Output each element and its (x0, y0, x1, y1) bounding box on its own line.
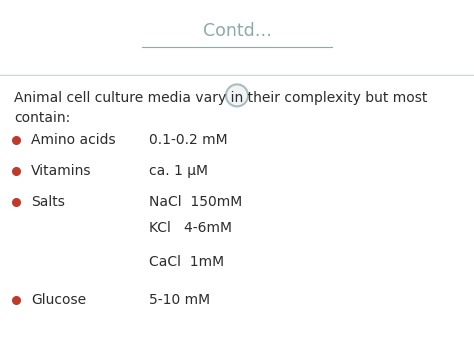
Text: Animal cell culture media vary in their complexity but most: Animal cell culture media vary in their … (14, 91, 428, 105)
Text: 5-10 mM: 5-10 mM (149, 294, 210, 307)
Text: Salts: Salts (31, 195, 64, 209)
Text: KCl   4-6mM: KCl 4-6mM (149, 221, 232, 235)
Text: Contd…: Contd… (202, 22, 272, 39)
Text: CaCl  1mM: CaCl 1mM (149, 255, 224, 269)
Text: NaCl  150mM: NaCl 150mM (149, 195, 243, 209)
Text: Amino acids: Amino acids (31, 133, 116, 147)
Text: 0.1-0.2 mM: 0.1-0.2 mM (149, 133, 228, 147)
Ellipse shape (226, 84, 248, 106)
Text: ca. 1 μM: ca. 1 μM (149, 164, 208, 178)
Text: Glucose: Glucose (31, 294, 86, 307)
Text: contain:: contain: (14, 111, 71, 125)
Text: Vitamins: Vitamins (31, 164, 91, 178)
